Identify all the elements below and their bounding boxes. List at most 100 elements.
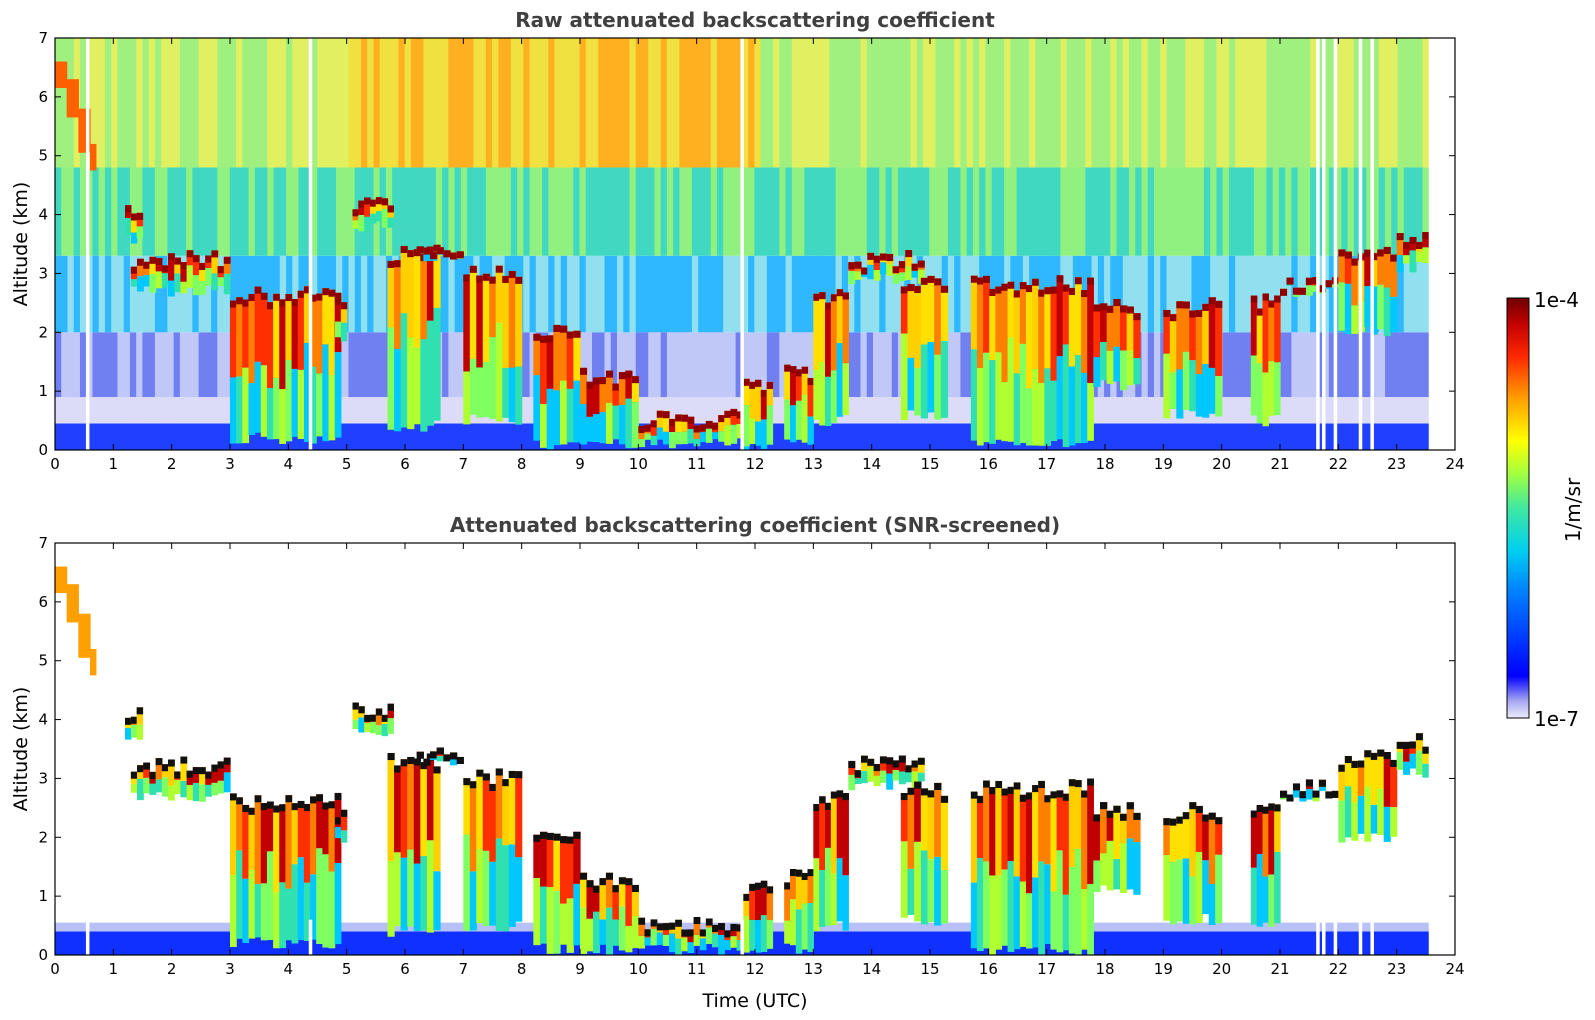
cloud-body-cell (1195, 851, 1203, 924)
surface-aerosol-cell (841, 931, 849, 955)
upper-noise-cell (810, 167, 818, 256)
mid-noise-cell (1110, 255, 1118, 333)
cloud-top-cell (430, 751, 438, 759)
mid-noise-cell (154, 255, 162, 333)
high-noise-cell (972, 38, 980, 168)
cloud-core-cell (1001, 283, 1009, 383)
cloud-body-cell (1189, 876, 1197, 925)
cloud-body-cell (749, 919, 756, 951)
surface-aerosol-cell (423, 931, 431, 955)
upper-noise-cell (710, 167, 718, 256)
surface-aerosol-cell (1247, 931, 1255, 955)
cloud-body-cell (1403, 255, 1411, 264)
near-surface-cell (67, 397, 75, 424)
surface-aerosol-cell (1160, 423, 1168, 450)
cloud-core-cell (192, 255, 200, 276)
surface-aerosol-cell (517, 931, 524, 955)
cloud-core-cell (433, 244, 441, 308)
cloud-top-cell (291, 803, 299, 811)
cloud-core-cell (1056, 275, 1064, 357)
upper-noise-cell (1253, 167, 1261, 256)
surface-aerosol-cell (1266, 931, 1274, 955)
aerosol-top-cell (1147, 922, 1155, 932)
cloud-body-cell (476, 367, 484, 418)
mid-noise-cell (1235, 255, 1243, 333)
cloud-core-cell (836, 289, 844, 344)
high-noise-cell (86, 38, 94, 168)
lower-noise-cell (585, 332, 593, 398)
cloud-body-cell (502, 845, 510, 932)
cloud-top-cell (1422, 232, 1430, 240)
cloud-top-cell (1415, 733, 1423, 741)
cloud-top-cell (743, 893, 750, 901)
high-noise-cell (1091, 38, 1099, 168)
x-tick-label: 17 (1037, 960, 1056, 978)
cloud-body-cell (618, 906, 626, 951)
aerosol-top-cell (1091, 922, 1099, 932)
high-noise-cell (691, 38, 699, 168)
upper-noise-cell (392, 167, 400, 256)
surface-aerosol-cell (860, 931, 868, 955)
mid-noise-cell (267, 255, 275, 333)
surface-aerosol-cell (897, 423, 905, 450)
cloud-top-cell (1268, 803, 1275, 811)
upper-noise-cell (560, 167, 568, 256)
aerosol-top-cell (1210, 922, 1218, 932)
surface-aerosol-cell (935, 423, 943, 450)
cloud-top-cell (914, 285, 922, 294)
cloud-body-cell (605, 907, 614, 955)
cloud-core-cell (842, 793, 849, 876)
cloud-body-cell (413, 347, 421, 425)
lower-noise-cell (223, 332, 231, 398)
cloud-body-cell (1415, 750, 1423, 775)
cloud-core-cell (1106, 305, 1114, 351)
cloud-body-cell (592, 414, 601, 443)
high-noise-cell (136, 38, 144, 168)
high-noise-cell (148, 38, 156, 168)
surface-aerosol-cell (1141, 931, 1149, 955)
cloud-body-cell (699, 938, 707, 951)
mid-noise-cell (373, 255, 381, 333)
near-surface-cell (691, 397, 699, 424)
aerosol-top-cell (161, 922, 168, 932)
cloud-top-cell (1292, 287, 1301, 295)
aerosol-top-cell (1135, 922, 1143, 932)
cloud-body-cell (1133, 842, 1141, 895)
upper-noise-cell (1266, 167, 1274, 256)
cloud-body-cell (143, 275, 151, 287)
cloud-top-cell (724, 410, 732, 418)
mid-noise-cell (367, 255, 375, 333)
cloud-top-cell (1390, 254, 1398, 262)
aerosol-top-cell (129, 922, 137, 932)
cloud-body-cell (662, 934, 670, 946)
cloud-body-cell (242, 878, 250, 944)
aerosol-top-cell (1216, 922, 1224, 932)
mid-noise-cell (1141, 255, 1149, 333)
surface-aerosol-cell (879, 931, 887, 955)
high-noise-cell (1372, 38, 1380, 168)
cloud-top-cell (223, 757, 231, 765)
cloud-body-cell (1163, 353, 1171, 419)
cloud-body-cell (358, 717, 365, 733)
cloud-top-cell (375, 708, 383, 716)
mid-noise-cell (1422, 255, 1430, 333)
aerosol-top-cell (1272, 922, 1280, 932)
surface-aerosol-cell (1322, 423, 1330, 450)
near-surface-cell (660, 397, 668, 424)
lower-noise-cell (523, 332, 531, 398)
cloud-body-cell (1422, 247, 1430, 264)
upper-noise-cell (1129, 167, 1136, 256)
high-noise-cell (292, 38, 300, 168)
cloud-body-cell (381, 208, 389, 228)
surface-aerosol-cell (1154, 423, 1161, 450)
x-tick-label: 0 (50, 960, 60, 978)
cloud-body-cell (599, 919, 607, 945)
near-surface-cell (348, 397, 356, 424)
cloud-core-cell (1100, 802, 1108, 854)
panel-screened-xlabel: Time (UTC) (701, 990, 807, 1012)
mid-noise-cell (1129, 255, 1136, 333)
upper-noise-cell (1403, 167, 1411, 256)
cloud-core-cell (297, 800, 305, 858)
high-noise-cell (1047, 38, 1055, 168)
cloud-top-cell (819, 292, 826, 300)
